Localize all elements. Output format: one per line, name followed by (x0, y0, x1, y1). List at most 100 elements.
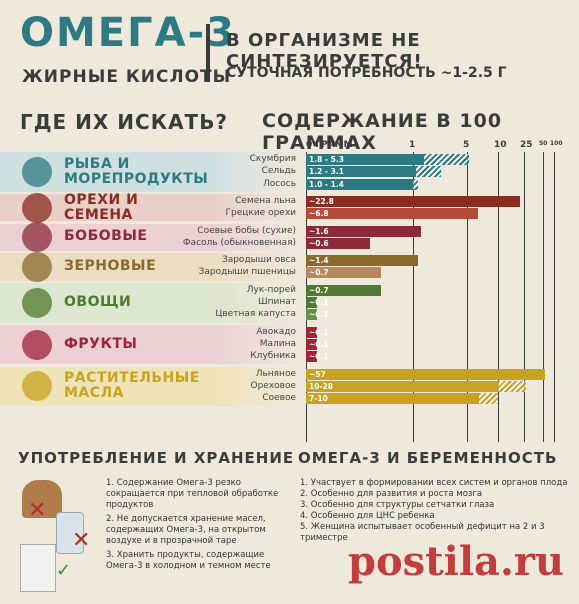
bar (306, 351, 317, 363)
x-tick-label: 5 (463, 140, 470, 150)
category-name: РАСТИТЕЛЬНЫЕ МАСЛА (64, 371, 200, 401)
bar-value-label: ~1.6 (309, 226, 329, 236)
bar-value-label: ~22.8 (309, 196, 334, 206)
bar-value-label: ~1.4 (309, 256, 329, 266)
usage-item: 1. Содержание Омега-3 резко сокращается … (106, 478, 279, 510)
category-name: ОВОЩИ (64, 294, 131, 310)
x-tick-label: 1 (409, 140, 416, 150)
bar (306, 284, 381, 296)
bar (306, 195, 521, 207)
bar-value-label: 1.0 - 1.4 (309, 179, 344, 189)
bar-range (413, 178, 419, 190)
bar-range (479, 393, 498, 405)
item-label: Соевое (262, 393, 296, 404)
fridge-icon (20, 544, 56, 592)
category-name-line: МАСЛА (64, 385, 125, 402)
bar (306, 225, 422, 237)
omega3-chart: 0 ГРАММ 1 5 10 25 50 100 РЫБА И МОРЕПРОДУКТЫ ОРЕХ… (0, 140, 579, 442)
category-icon (22, 156, 52, 187)
x-tick-label: 10 (494, 140, 507, 150)
item-label: Цветная капуста (215, 309, 296, 320)
section-usage: УПОТРЕБЛЕНИЕ И ХРАНЕНИЕ (18, 449, 295, 467)
bar-value-label: ~6.8 (309, 209, 329, 219)
bar-value-label: ~0.1 (309, 310, 329, 320)
page-subtitle: ЖИРНЫЕ КИСЛОТЫ (22, 67, 232, 87)
item-label: Клубника (250, 351, 296, 362)
category-icon (22, 251, 52, 282)
pregnancy-item: 1. Участвует в формировании всех систем … (300, 478, 568, 488)
bar (306, 309, 317, 321)
category-name-line: ФРУКТЫ (64, 335, 138, 352)
cross-icon: ✕ (72, 528, 91, 553)
bar (306, 255, 419, 267)
section-pregnancy: ОМЕГА-3 И БЕРЕМЕННОСТЬ (298, 449, 558, 467)
bar-value-label: 1.2 - 3.1 (309, 167, 344, 177)
x-tick-label: 25 (520, 140, 533, 150)
bar-value-label: ~0.7 (309, 285, 329, 295)
category-name-line: РЫБА И (64, 155, 130, 172)
bar (306, 326, 317, 338)
bar-value-label: ~0.1 (309, 352, 329, 362)
category-name: РЫБА И МОРЕПРОДУКТЫ (64, 155, 208, 187)
bar (306, 178, 413, 190)
category-name: БОБОВЫЕ (64, 229, 147, 244)
item-label: Соевые бобы (сухие) (197, 225, 296, 236)
header-daily-need: СУТОЧНАЯ ПОТРЕБНОСТЬ ~1-2.5 Г (226, 65, 507, 81)
item-label: Льняное (255, 368, 296, 379)
item-label: Грецкие орехи (225, 208, 296, 219)
bar (306, 297, 317, 308)
bar (306, 380, 498, 392)
section-where: ГДЕ ИХ ИСКАТЬ? (20, 110, 229, 134)
header-divider (206, 24, 210, 82)
category-icon (22, 192, 52, 223)
item-label: Ореховое (250, 380, 296, 391)
category-name-line: ЗЕРНОВЫЕ (64, 257, 157, 274)
bar (306, 267, 381, 279)
gridline (413, 152, 414, 442)
jar-icon (56, 512, 84, 554)
gridline (467, 152, 468, 442)
category-name: ОРЕХИ И СЕМЕНА (64, 191, 139, 223)
item-label: Скумбрия (249, 154, 296, 164)
pan-icon (22, 480, 62, 518)
pregnancy-item: 2. Особенно для развития и роста мозга (300, 489, 483, 499)
pregnancy-item: 4. Особенно для ЦНС ребенка (300, 511, 435, 521)
category-icon (22, 287, 52, 318)
section-content: СОДЕРЖАНИЕ В 100 ГРАММАХ (262, 110, 503, 154)
gridline (543, 152, 544, 442)
category-name: ЗЕРНОВЫЕ (64, 257, 157, 274)
checkmark-icon: ✓ (56, 560, 72, 581)
item-label: Фасоль (обыкновенная) (182, 237, 296, 248)
usage-list: 1. Содержание Омега-3 резко сокращается … (106, 478, 292, 572)
category-icon (22, 329, 52, 360)
bar (306, 154, 424, 165)
x-tick-label: 100 (550, 140, 563, 147)
bar-value-label: 7-10 (309, 394, 328, 404)
bar (306, 393, 480, 405)
x-tick-label: 0 ГРАММ (306, 140, 353, 150)
gridline (554, 152, 555, 442)
usage-item: 3. Хранить продукты, содержащие Омега-3 … (106, 550, 271, 571)
bar (306, 208, 479, 220)
item-label: Малина (259, 338, 296, 349)
pregnancy-item: 5. Женщина испытывает особенный дефицит … (300, 522, 545, 543)
bar (306, 166, 416, 178)
cross-icon: ✕ (28, 498, 47, 523)
bar-value-label: ~0.1 (309, 327, 329, 337)
bar-value-label: ~0.1 (309, 298, 329, 307)
bar-range (415, 166, 442, 178)
category-name-line: ОРЕХИ И (64, 191, 139, 208)
category-name-line: РАСТИТЕЛЬНЫЕ (64, 370, 200, 387)
gridline (498, 152, 499, 442)
category-icon (22, 371, 52, 402)
category-name-line: СЕМЕНА (64, 206, 133, 223)
page-title: ОМЕГА-3 (20, 10, 237, 56)
bar-value-label: 10-28 (309, 381, 333, 391)
item-label: Семена льна (235, 195, 296, 206)
usage-item: 2. Не допускается хранение масел, содерж… (106, 514, 266, 546)
item-label: Зародыши пшеницы (198, 267, 296, 278)
header-claim: В ОРГАНИЗМЕ НЕ СИНТЕЗИРУЕТСЯ! (226, 30, 423, 72)
pregnancy-item: 3. Особенно для структуры сетчатки глаза (300, 500, 495, 510)
bar (306, 368, 545, 380)
item-label: Зародыши овса (221, 255, 296, 266)
